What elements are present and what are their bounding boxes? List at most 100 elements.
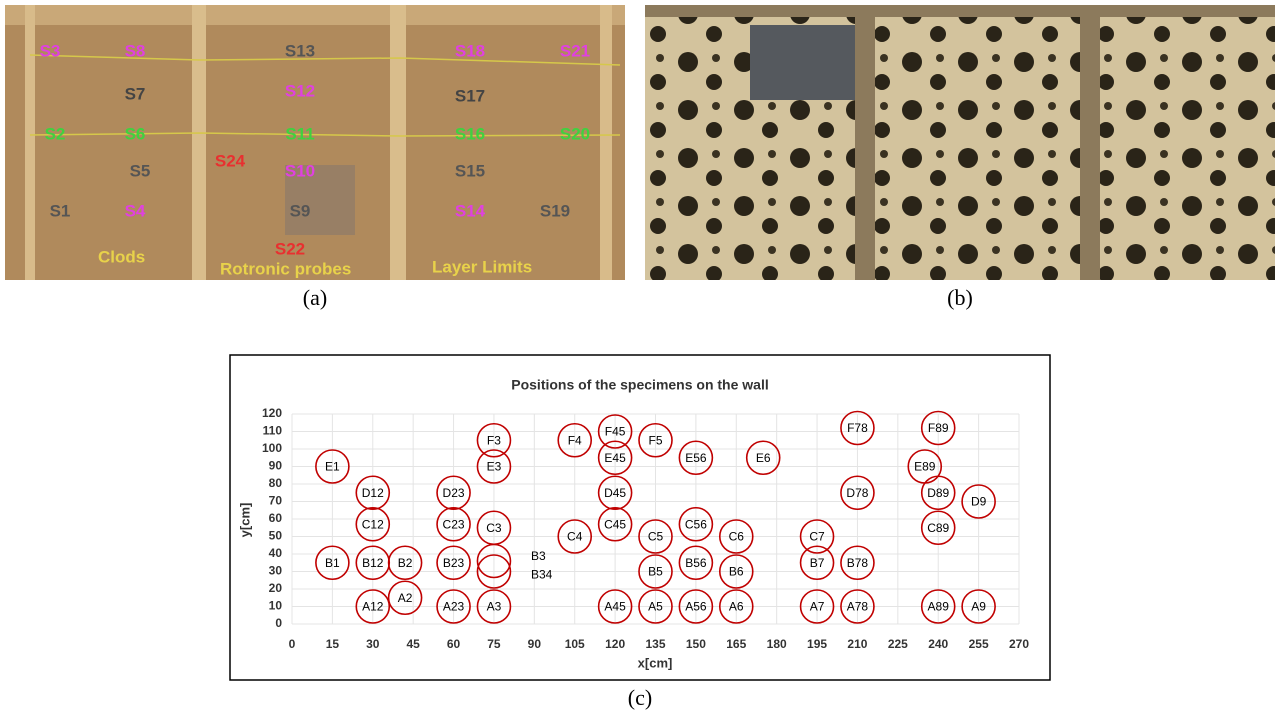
sensor-label: S7 xyxy=(125,84,146,103)
sensor-label: S6 xyxy=(125,124,146,143)
specimen-label: E6 xyxy=(756,451,771,465)
sensor-label: S17 xyxy=(455,86,485,105)
sensor-label: S11 xyxy=(285,124,314,143)
sensor-label: S8 xyxy=(125,41,146,60)
y-tick-label: 0 xyxy=(275,616,282,630)
y-tick-label: 90 xyxy=(269,459,283,473)
x-tick-label: 225 xyxy=(888,637,908,651)
specimen-label: A23 xyxy=(443,600,465,614)
x-tick-label: 75 xyxy=(487,637,501,651)
sensor-label: S14 xyxy=(455,201,486,220)
x-tick-label: 105 xyxy=(565,637,585,651)
specimen-label: F3 xyxy=(487,433,501,447)
y-tick-label: 110 xyxy=(263,424,283,438)
y-tick-label: 80 xyxy=(269,476,283,490)
specimen-label: A9 xyxy=(971,600,986,614)
x-tick-label: 120 xyxy=(605,637,625,651)
specimen-label: B3 xyxy=(531,549,546,563)
specimen-label: D78 xyxy=(846,486,868,500)
figure-canvas: S3S8S13S18S21S7S12S17S2S6S11S16S20S24S5S… xyxy=(0,0,1280,717)
specimen-label: A6 xyxy=(729,600,744,614)
sensor-label: S15 xyxy=(455,161,485,180)
annotation: Rotronic probes xyxy=(220,259,351,278)
y-tick-label: 40 xyxy=(269,546,283,560)
y-tick-label: 50 xyxy=(269,529,283,543)
sensor-label: S13 xyxy=(285,41,315,60)
annotation: Clods xyxy=(98,247,145,266)
y-tick-label: 10 xyxy=(269,599,283,613)
x-tick-label: 90 xyxy=(528,637,542,651)
y-tick-label: 100 xyxy=(262,441,282,455)
x-tick-label: 150 xyxy=(686,637,706,651)
x-tick-label: 270 xyxy=(1009,637,1029,651)
x-tick-label: 30 xyxy=(366,637,380,651)
specimen-label: D12 xyxy=(362,486,384,500)
specimen-label: B56 xyxy=(685,556,707,570)
photo-b xyxy=(645,5,1275,280)
chart-frame xyxy=(230,355,1050,680)
specimen-label: C4 xyxy=(567,530,583,544)
x-tick-label: 135 xyxy=(645,637,665,651)
specimen-label: B1 xyxy=(325,556,340,570)
sensor-label: S22 xyxy=(275,239,305,258)
x-tick-label: 60 xyxy=(447,637,461,651)
specimen-label: A56 xyxy=(685,600,707,614)
caption: (a) xyxy=(303,285,327,310)
sensor-label: S18 xyxy=(455,41,485,60)
specimen-label: F5 xyxy=(648,433,662,447)
sensor-label: S9 xyxy=(290,201,311,220)
sensor-label: S19 xyxy=(540,201,570,220)
x-tick-label: 195 xyxy=(807,637,827,651)
chart-title: Positions of the specimens on the wall xyxy=(511,377,769,393)
specimen-label: A12 xyxy=(362,600,384,614)
x-tick-label: 15 xyxy=(326,637,340,651)
x-tick-label: 0 xyxy=(289,637,296,651)
specimen-label: B34 xyxy=(531,568,553,582)
y-tick-label: 30 xyxy=(269,564,283,578)
specimen-label: C6 xyxy=(729,530,745,544)
x-tick-label: 255 xyxy=(969,637,989,651)
x-axis-label: x[cm] xyxy=(638,655,673,670)
y-tick-label: 60 xyxy=(269,511,283,525)
specimen-label: C3 xyxy=(486,521,502,535)
specimen-label: F4 xyxy=(568,433,582,447)
sensor-label: S20 xyxy=(560,124,590,143)
sensor-label: S21 xyxy=(560,41,590,60)
specimen-label: A89 xyxy=(928,600,950,614)
specimen-label: B6 xyxy=(729,565,744,579)
specimen-label: D9 xyxy=(971,495,987,509)
sensor-label: S5 xyxy=(130,161,151,180)
specimen-label: C45 xyxy=(604,517,626,531)
specimen-label: F89 xyxy=(928,421,949,435)
annotation: Layer Limits xyxy=(432,257,532,276)
specimen-label: B23 xyxy=(443,556,465,570)
specimen-label: A78 xyxy=(847,600,869,614)
specimen-label: E45 xyxy=(604,451,626,465)
specimen-label: C23 xyxy=(443,517,465,531)
specimen-label: E89 xyxy=(914,460,936,474)
specimen-label: A45 xyxy=(604,600,626,614)
x-tick-label: 240 xyxy=(928,637,948,651)
specimen-label: F78 xyxy=(847,421,868,435)
specimen-label: A7 xyxy=(810,600,825,614)
y-axis-label: y[cm] xyxy=(237,503,252,538)
caption: (c) xyxy=(628,685,652,710)
caption: (b) xyxy=(947,285,973,310)
specimen-label: F45 xyxy=(605,425,626,439)
specimen-label: D45 xyxy=(604,486,626,500)
sensor-label: S3 xyxy=(40,41,61,60)
specimen-label: D23 xyxy=(443,486,465,500)
specimen-label: D89 xyxy=(927,486,949,500)
specimen-label: B2 xyxy=(398,556,413,570)
specimen-label: E1 xyxy=(325,460,340,474)
x-tick-label: 45 xyxy=(406,637,420,651)
sensor-label: S10 xyxy=(285,161,315,180)
y-tick-label: 70 xyxy=(269,494,283,508)
specimen-label: A5 xyxy=(648,600,663,614)
x-tick-label: 180 xyxy=(767,637,787,651)
sensor-label: S16 xyxy=(455,124,485,143)
specimen-label: E56 xyxy=(685,451,707,465)
figure: S3S8S13S18S21S7S12S17S2S6S11S16S20S24S5S… xyxy=(0,0,1280,717)
specimen-label: A2 xyxy=(398,591,413,605)
sensor-label: S4 xyxy=(125,201,146,220)
